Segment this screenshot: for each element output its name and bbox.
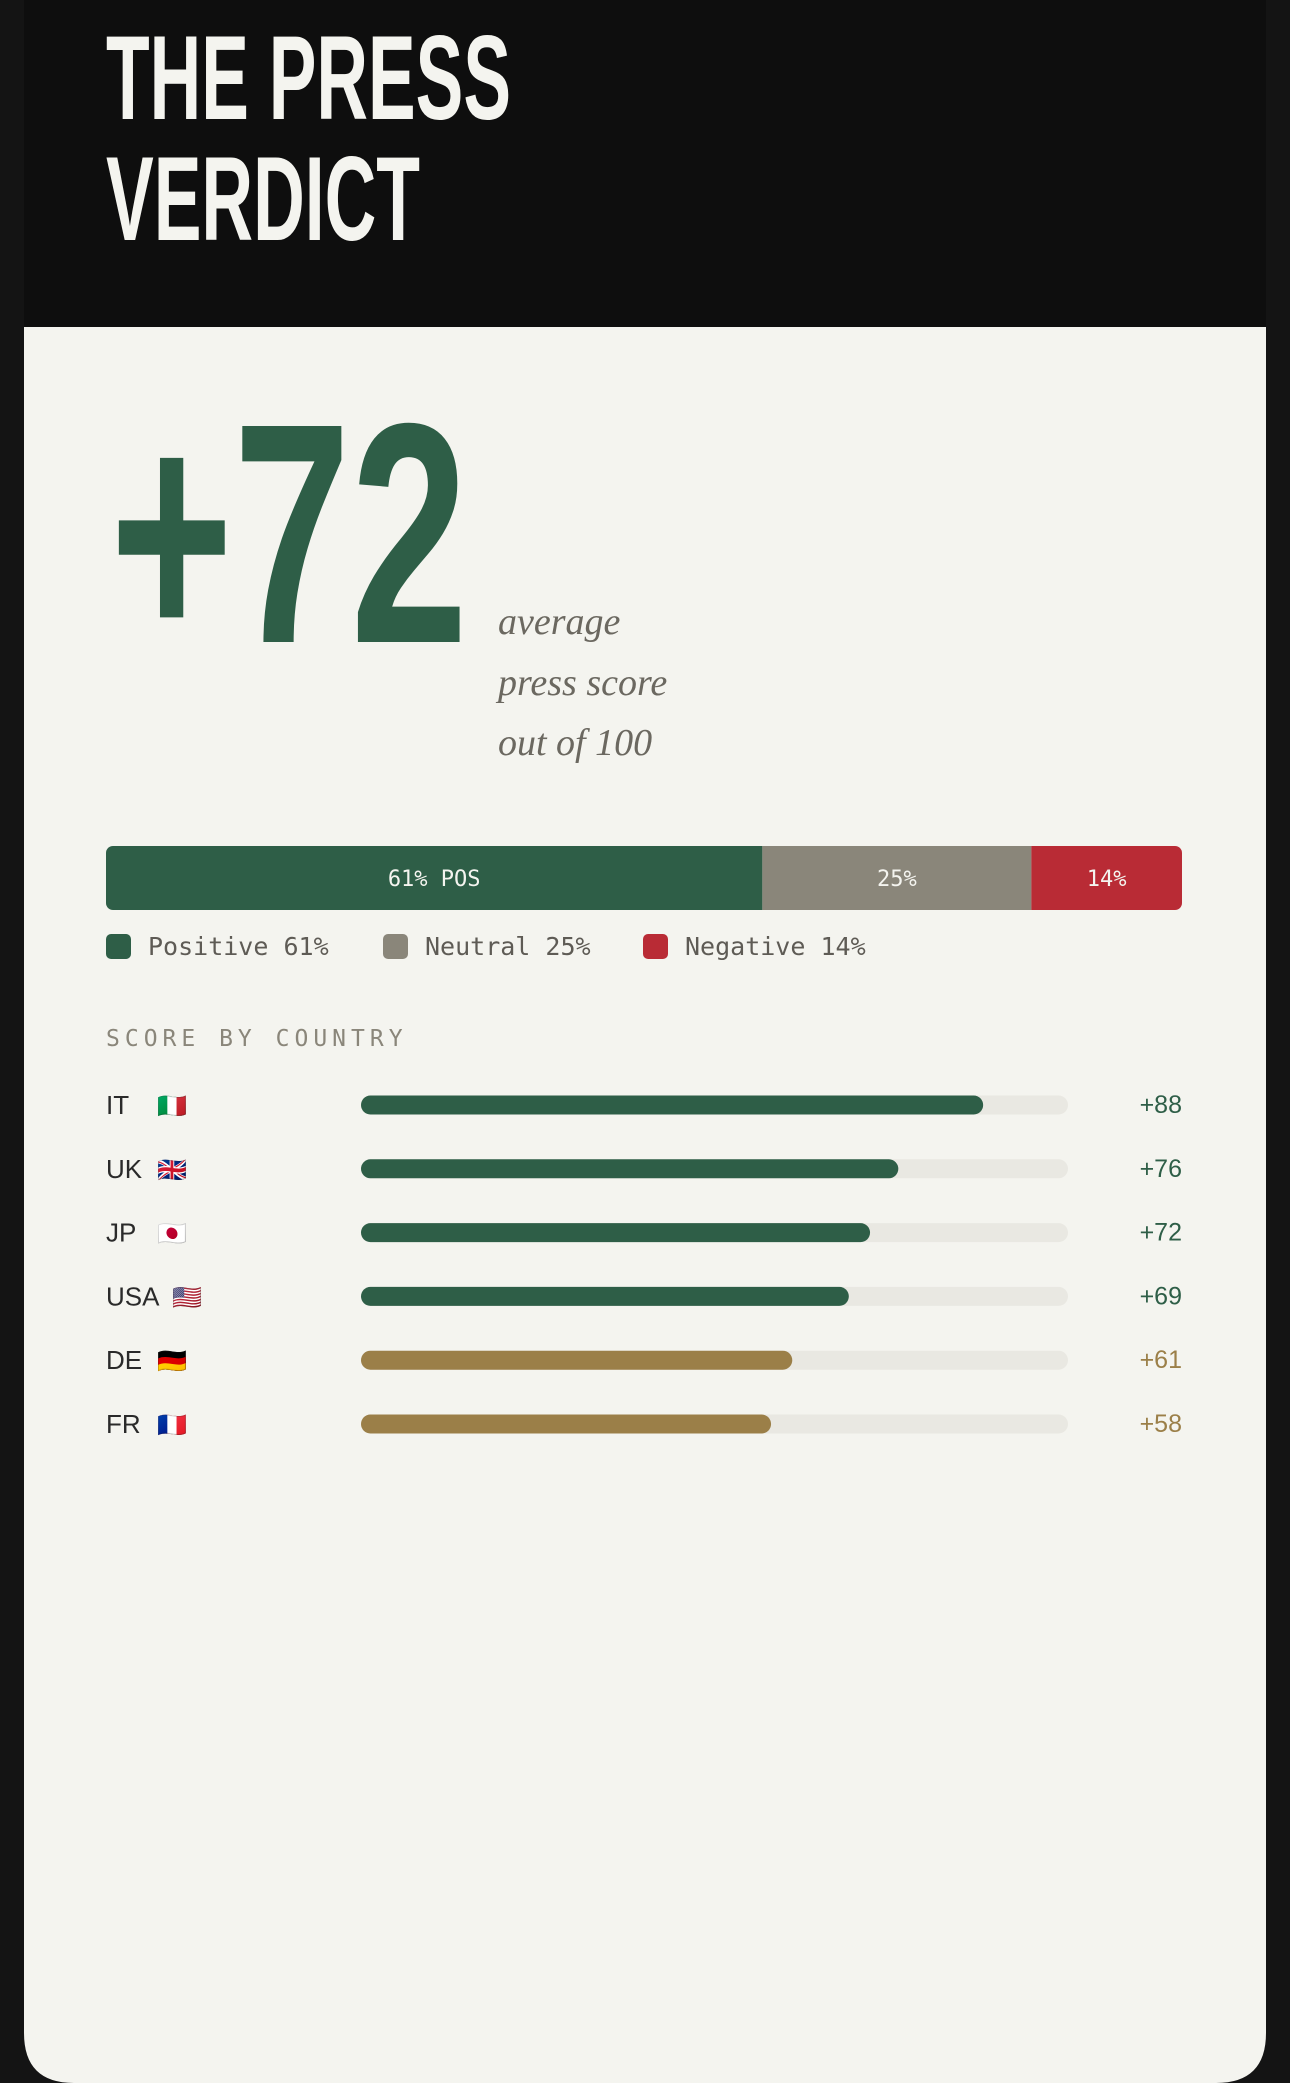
country-flag: 🇺🇸 — [172, 1284, 202, 1311]
country-label: USA — [106, 1281, 160, 1311]
segment-label: 14% — [1087, 867, 1127, 892]
stack-segment — [106, 846, 763, 910]
country-flag: 🇫🇷 — [157, 1412, 187, 1439]
country-flag: 🇯🇵 — [157, 1221, 187, 1248]
title-line: THE PRESS — [106, 11, 511, 145]
bar — [361, 1286, 849, 1306]
score-caption: out of 100 — [498, 722, 652, 764]
sentiment-bar — [106, 846, 1182, 910]
bar — [361, 1223, 871, 1243]
legend-swatch — [643, 934, 668, 959]
legend-swatch — [383, 934, 408, 959]
country-flag: 🇮🇹 — [157, 1093, 187, 1120]
value-label: +88 — [1140, 1091, 1182, 1119]
header-band — [24, 0, 1266, 327]
bar — [361, 1350, 793, 1370]
score-caption: average — [498, 601, 621, 643]
card-body — [24, 0, 1266, 2083]
country-label: IT — [106, 1090, 129, 1120]
bar — [361, 1095, 984, 1115]
segment-label: 25% — [877, 867, 917, 892]
score-value: +72 — [110, 358, 468, 709]
legend-label: Neutral 25% — [425, 932, 591, 961]
country-flag: 🇬🇧 — [157, 1157, 187, 1184]
stack-segment — [762, 846, 1032, 910]
value-label: +69 — [1140, 1282, 1182, 1310]
bar — [361, 1159, 899, 1179]
legend-label: Positive 61% — [148, 932, 329, 961]
value-label: +72 — [1140, 1219, 1182, 1247]
bar — [361, 1414, 772, 1434]
country-label: JP — [106, 1218, 136, 1248]
card — [24, 0, 1266, 2083]
score-caption: press score — [495, 662, 667, 704]
legend-swatch — [106, 934, 131, 959]
legend-label: Negative 14% — [685, 932, 866, 961]
stack-segment — [1031, 846, 1182, 910]
country-flag: 🇩🇪 — [157, 1348, 187, 1375]
country-label: UK — [106, 1154, 143, 1184]
country-label: FR — [106, 1409, 141, 1439]
country-label: DE — [106, 1345, 142, 1375]
section-title: SCORE BY COUNTRY — [106, 1026, 408, 1052]
value-label: +61 — [1140, 1346, 1182, 1374]
value-label: +58 — [1140, 1410, 1182, 1438]
title-line: VERDICT — [106, 132, 420, 266]
value-label: +76 — [1140, 1155, 1182, 1183]
segment-label: 61% POS — [388, 867, 481, 892]
